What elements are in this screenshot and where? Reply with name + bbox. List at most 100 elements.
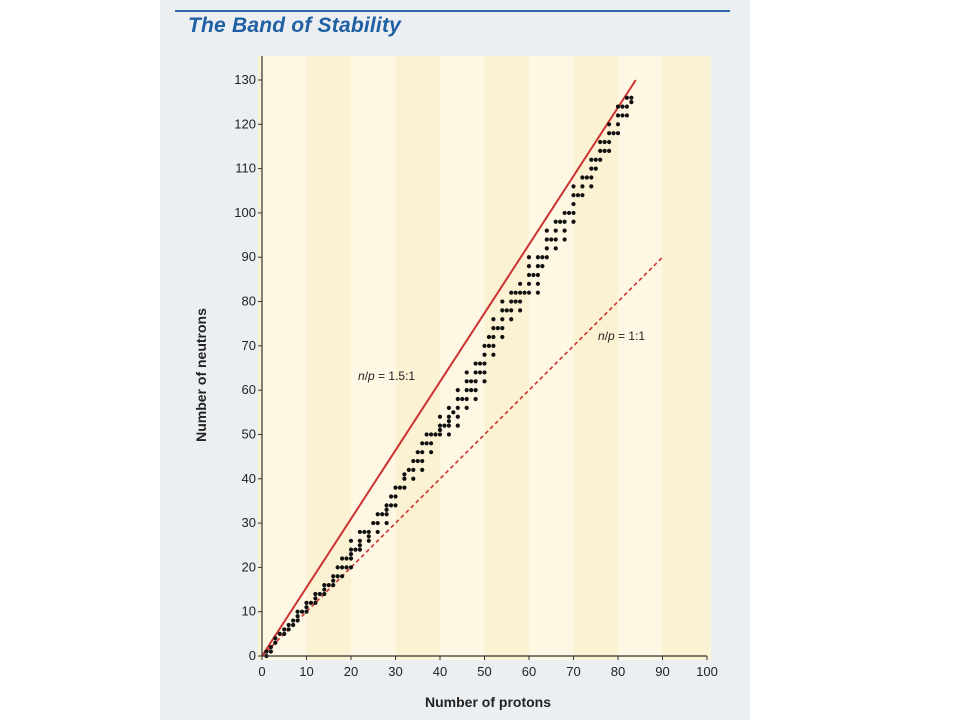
stable-nuclide-point (580, 184, 585, 189)
stable-nuclide-point (540, 263, 545, 269)
stable-nuclide-point (580, 175, 585, 180)
stable-nuclide-point (348, 565, 354, 570)
y-tick-label: 50 (242, 426, 256, 441)
stable-nuclide-point (482, 379, 487, 384)
stable-nuclide-point (273, 636, 278, 641)
stable-nuclide-point (526, 263, 532, 269)
stable-nuclide-point (598, 139, 603, 145)
stable-nuclide-point (598, 157, 603, 162)
stable-nuclide-point (611, 131, 616, 136)
x-tick-label: 50 (477, 664, 491, 679)
stable-nuclide-point (393, 503, 398, 508)
stable-nuclide-point (549, 237, 554, 242)
stable-nuclide-point (544, 228, 549, 233)
stable-nuclide-point (420, 467, 425, 473)
x-tick-label: 60 (522, 664, 536, 679)
stable-nuclide-point (602, 139, 607, 145)
stable-nuclide-point (357, 529, 362, 535)
stable-nuclide-point (286, 622, 291, 628)
stable-nuclide-point (384, 507, 389, 512)
stable-nuclide-point (446, 414, 451, 419)
stable-nuclide-point (411, 476, 416, 481)
x-tick-labels: 0 10 20 30 40 50 60 70 80 90 100 (258, 664, 717, 679)
stable-nuclide-point (553, 219, 558, 224)
y-tick-label: 80 (242, 294, 256, 309)
stable-nuclide-point (562, 210, 567, 216)
stable-nuclide-point (500, 299, 505, 304)
stable-nuclide-point (566, 210, 572, 216)
stable-nuclide-point (429, 441, 434, 446)
stable-nuclide-point (429, 450, 434, 455)
chart-title: The Band of Stability (188, 14, 402, 37)
y-axis-label: Number of neutrons (193, 308, 209, 442)
stable-nuclide-point (464, 379, 469, 384)
stable-nuclide-point (273, 640, 278, 645)
stable-nuclide-point (522, 290, 527, 295)
stable-nuclide-point (620, 113, 625, 118)
x-axis-label: Number of protons (425, 694, 551, 710)
stable-nuclide-point (607, 131, 612, 136)
stable-nuclide-point (304, 609, 309, 614)
stable-nuclide-point (331, 578, 336, 583)
stable-nuclide-point (446, 419, 451, 424)
stable-nuclide-point (607, 139, 612, 145)
data-points (264, 95, 634, 659)
stable-nuclide-point (589, 175, 594, 180)
stable-nuclide-point (340, 556, 345, 561)
x-tick-label: 70 (566, 664, 580, 679)
stable-nuclide-point (304, 600, 309, 605)
stable-nuclide-point (509, 308, 514, 313)
stable-nuclide-point (540, 255, 545, 260)
stable-nuclide-point (295, 614, 300, 619)
stable-nuclide-point (571, 193, 576, 198)
stable-nuclide-point (509, 299, 514, 304)
stable-nuclide-point (446, 423, 451, 428)
ratio-1-5-line (261, 79, 637, 657)
stable-nuclide-point (357, 547, 362, 552)
stable-nuclide-point (482, 343, 487, 348)
stable-nuclide-point (620, 104, 625, 109)
title-rule (175, 10, 730, 12)
stable-nuclide-point (500, 317, 505, 322)
stable-nuclide-point (491, 343, 496, 348)
stable-nuclide-point (526, 255, 532, 260)
stable-nuclide-point (544, 246, 549, 251)
stable-nuclide-point (402, 472, 407, 477)
stable-nuclide-point (304, 605, 309, 610)
stable-nuclide-point (455, 405, 460, 410)
x-tick-label: 100 (696, 664, 718, 679)
stable-nuclide-point (348, 547, 354, 552)
plot-stripe (529, 56, 574, 660)
stable-nuclide-point (593, 157, 598, 162)
x-tick-label: 10 (299, 664, 313, 679)
stable-nuclide-point (473, 379, 478, 384)
stable-nuclide-point (544, 237, 549, 242)
stable-nuclide-point (437, 432, 443, 437)
stable-nuclide-point (571, 219, 576, 224)
stable-nuclide-point (455, 396, 460, 402)
y-tick-label: 20 (242, 559, 256, 574)
stable-nuclide-point (415, 450, 420, 455)
stable-nuclide-point (526, 290, 532, 295)
stable-nuclide-point (420, 450, 425, 455)
stable-nuclide-point (295, 618, 300, 623)
stable-nuclide-point (558, 219, 563, 224)
y-tick-label: 30 (242, 515, 256, 530)
stable-nuclide-point (415, 458, 420, 464)
stable-nuclide-point (615, 113, 621, 118)
stable-nuclide-point (531, 272, 536, 278)
stable-nuclide-point (308, 600, 314, 605)
x-tick-label: 30 (388, 664, 402, 679)
y-tick-label: 60 (242, 382, 256, 397)
y-tick-label: 40 (242, 471, 256, 486)
reference-lines (261, 79, 664, 657)
stable-nuclide-point (562, 228, 567, 233)
stable-nuclide-point (482, 361, 487, 366)
stable-nuclide-point (335, 565, 340, 570)
stable-nuclide-point (331, 583, 336, 588)
stable-nuclide-point (553, 246, 558, 251)
stable-nuclide-point (340, 565, 345, 570)
stable-nuclide-point (299, 609, 305, 614)
stable-nuclide-point (335, 574, 340, 579)
